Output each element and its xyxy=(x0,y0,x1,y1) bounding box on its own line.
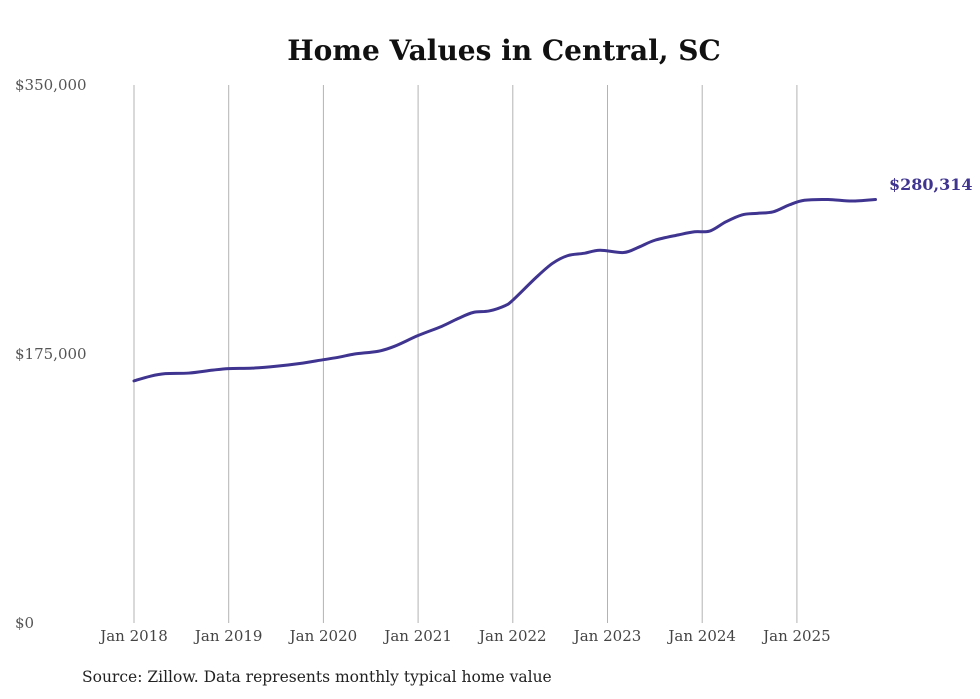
series-group xyxy=(132,197,877,383)
chart-title: Home Values in Central, SC xyxy=(287,34,721,67)
y-tick-label: $175,000 xyxy=(15,345,87,363)
x-tick-label: Jan 2025 xyxy=(761,627,831,645)
x-tick-label: Jan 2023 xyxy=(572,627,642,645)
x-tick-label: Jan 2020 xyxy=(288,627,358,645)
y-tick-label: $0 xyxy=(15,614,34,632)
x-axis-ticks: Jan 2018 Jan 2019 Jan 2020 Jan 2021 Jan 2022… xyxy=(98,627,830,645)
y-axis-ticks: $0 $175,000 $350,000 xyxy=(15,76,87,632)
x-tick-label: Jan 2018 xyxy=(98,627,168,645)
x-tick-label: Jan 2024 xyxy=(666,627,736,645)
vertical-gridlines xyxy=(133,85,798,623)
y-tick-label: $350,000 xyxy=(15,76,87,94)
source-note: Source: Zillow. Data represents monthly … xyxy=(82,668,552,686)
series-line xyxy=(132,197,877,383)
x-tick-label: Jan 2019 xyxy=(193,627,263,645)
x-tick-label: Jan 2022 xyxy=(477,627,547,645)
end-value-label: $280,314 xyxy=(889,175,973,194)
x-tick-label: Jan 2021 xyxy=(382,627,452,645)
